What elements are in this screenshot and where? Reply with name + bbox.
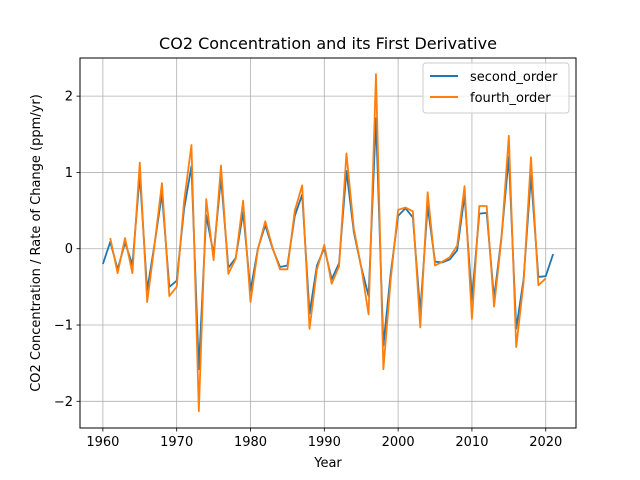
y-tick-label: −2 xyxy=(54,395,73,410)
chart-title: CO2 Concentration and its First Derivati… xyxy=(159,34,497,53)
ticks: 1960 1970 1980 1990 2000 2010 2020 −2 −1 0 1 2 xyxy=(54,90,562,450)
x-axis-label: Year xyxy=(313,456,342,471)
x-tick-label: 1970 xyxy=(160,435,193,450)
legend-box xyxy=(422,62,570,114)
x-tick-label: 2010 xyxy=(455,435,488,450)
y-tick-label: −1 xyxy=(54,319,73,334)
legend-label-fourth-order: fourth_order xyxy=(470,91,551,106)
plot-area xyxy=(102,73,554,413)
x-tick-label: 2000 xyxy=(382,435,415,450)
y-tick-label: 0 xyxy=(65,242,73,257)
grid xyxy=(80,58,576,428)
y-tick-label: 1 xyxy=(65,166,73,181)
x-tick-label: 2020 xyxy=(529,435,562,450)
y-axis-label: CO2 Concentration / Rate of Change (ppm/… xyxy=(29,94,44,392)
legend-label-second-order: second_order xyxy=(470,70,558,85)
y-tick-label: 2 xyxy=(65,90,73,105)
series-line-fourth-order xyxy=(109,73,547,413)
legend: second_order fourth_order xyxy=(422,62,570,114)
x-tick-label: 1990 xyxy=(308,435,341,450)
x-tick-label: 1960 xyxy=(86,435,119,450)
x-tick-label: 1980 xyxy=(234,435,267,450)
axes-frame xyxy=(79,57,577,429)
